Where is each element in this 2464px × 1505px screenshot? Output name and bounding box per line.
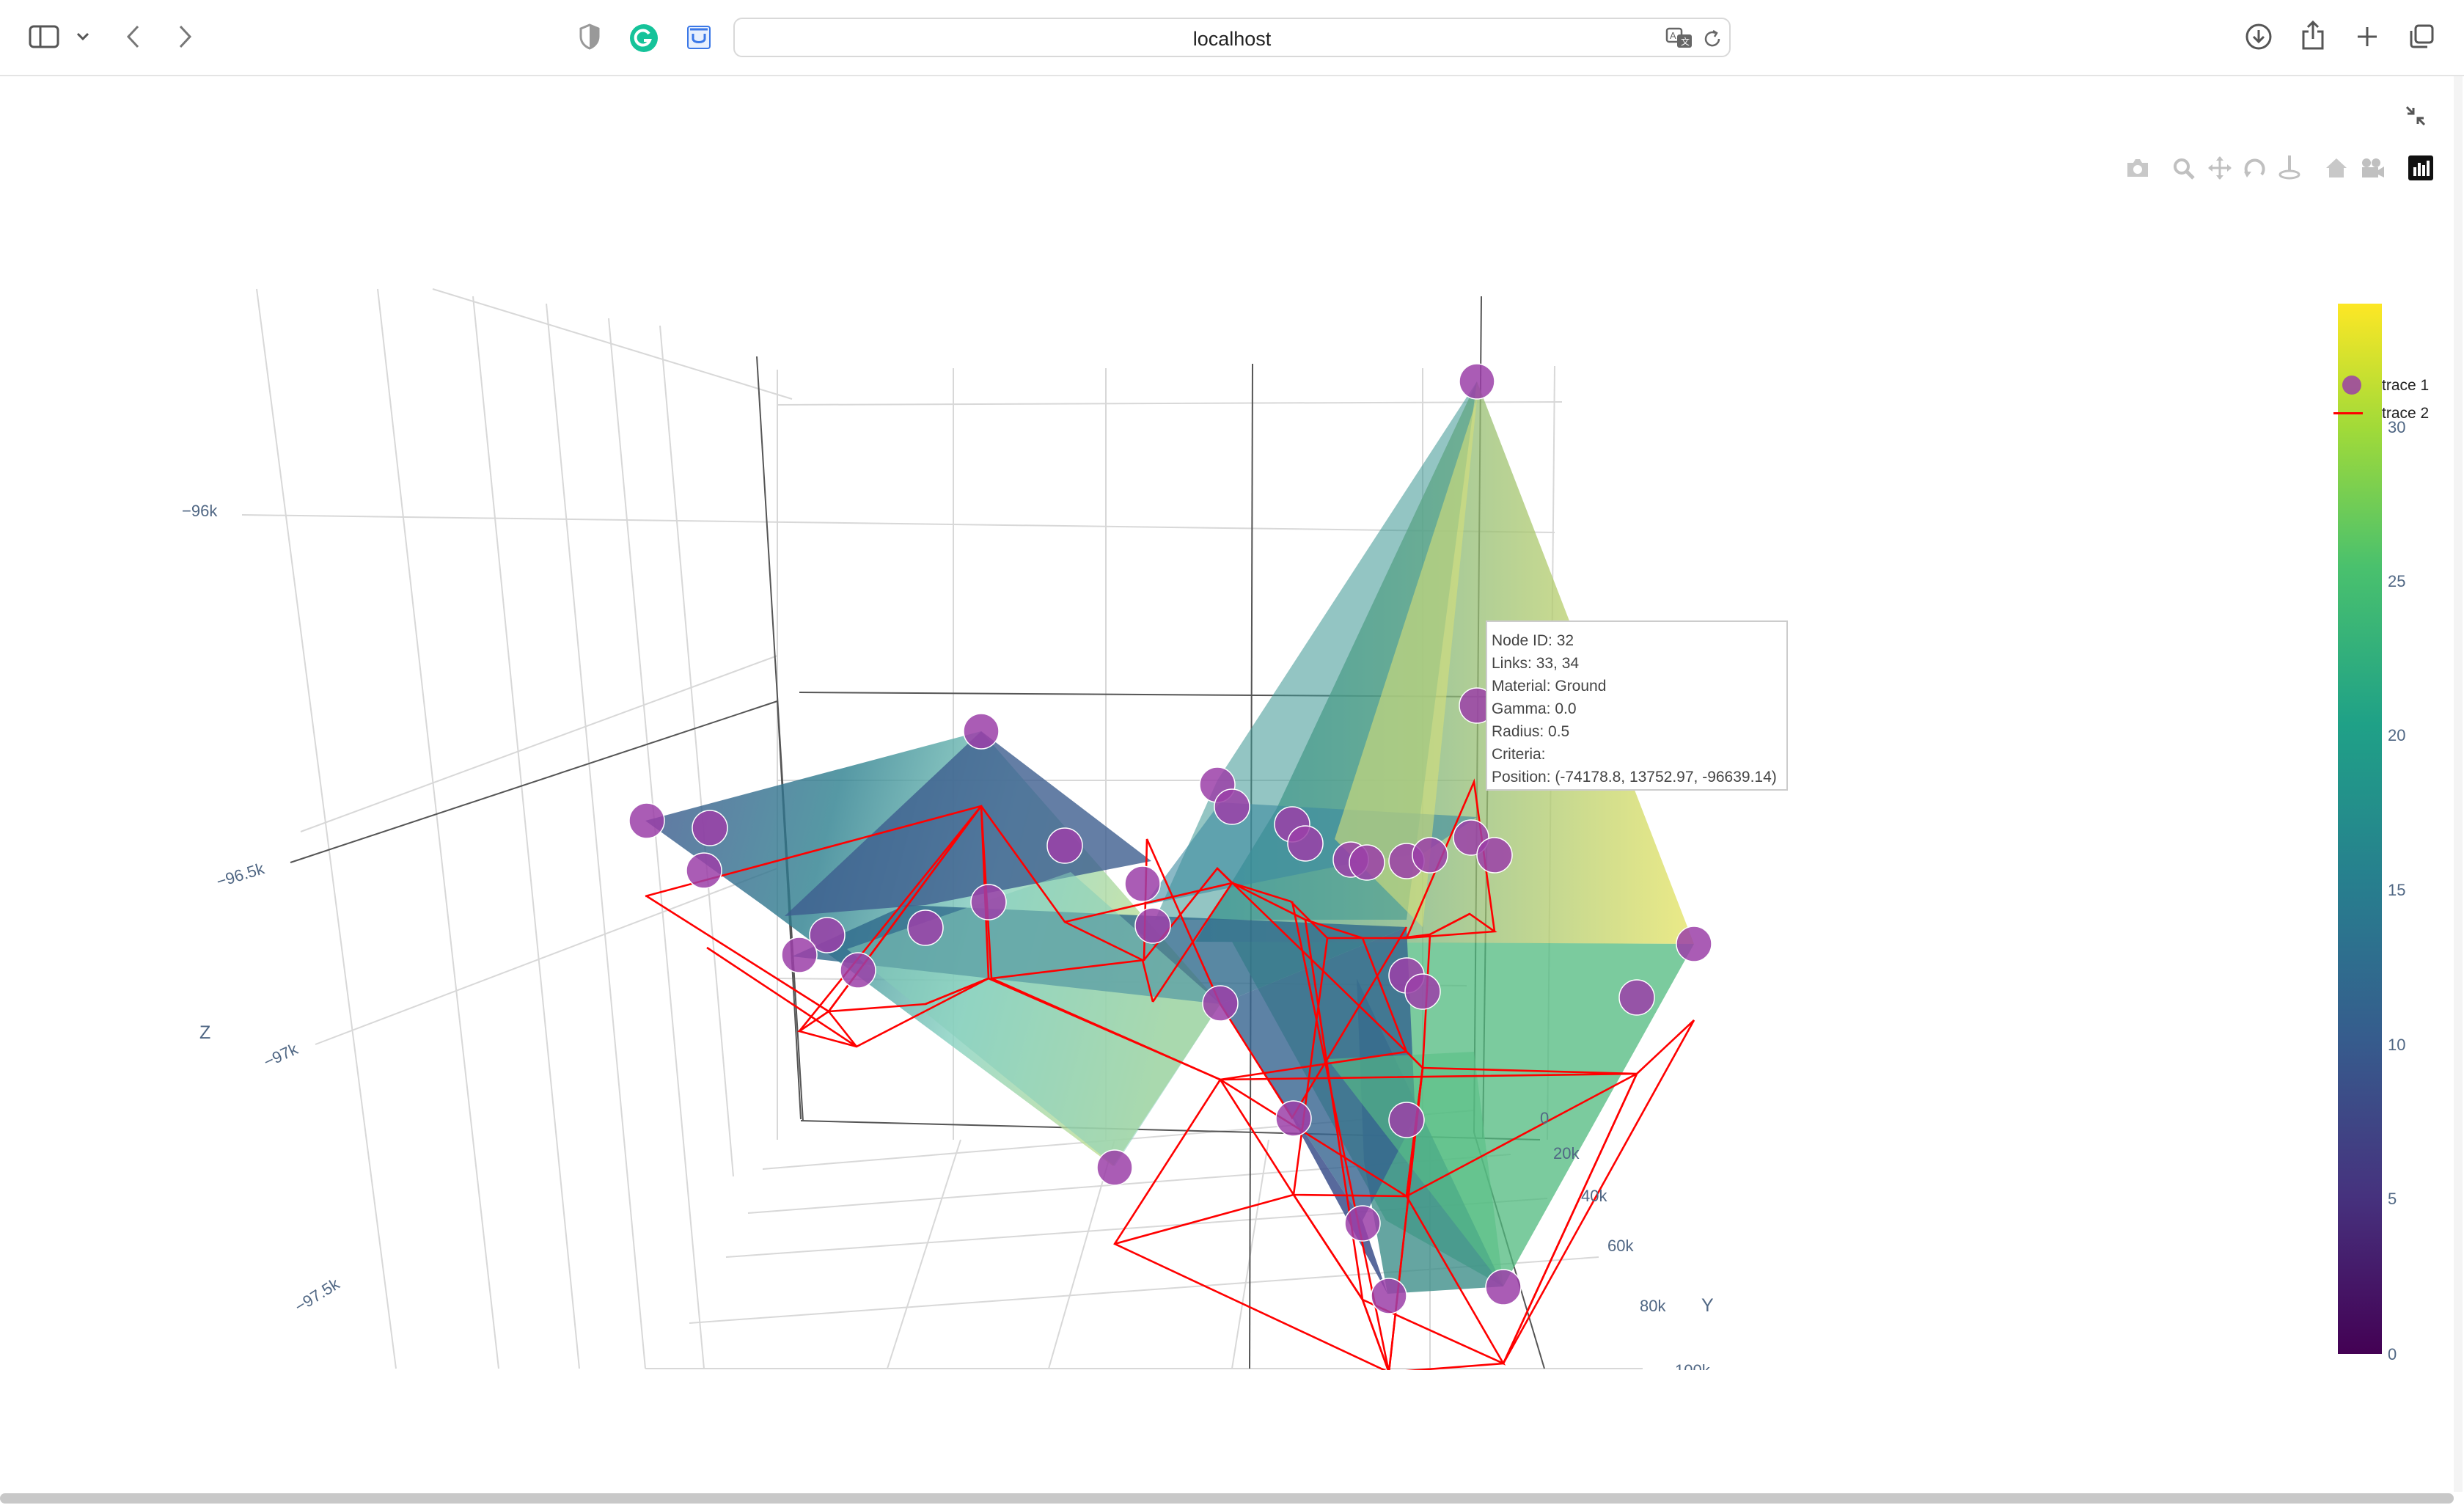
legend-marker-node <box>2342 376 2361 395</box>
sidebar-icon[interactable] <box>28 23 60 50</box>
pan-icon[interactable] <box>2207 155 2234 182</box>
zoom-icon[interactable] <box>2172 157 2199 182</box>
colorbar-tick-0: 0 <box>2388 1345 2397 1363</box>
z-tick-1: −96.5k <box>214 859 267 891</box>
vertical-scrollbar[interactable] <box>2454 76 2463 1492</box>
y-tick-3: 60k <box>1607 1237 1634 1255</box>
colorbar-tick-3: 15 <box>2388 881 2405 899</box>
forward-icon[interactable] <box>173 22 198 51</box>
hover-tooltip: Node ID: 32 Links: 33, 34 Material: Grou… <box>1486 620 1788 791</box>
download-icon[interactable] <box>2243 21 2275 53</box>
tooltip-criteria: Criteria: <box>1492 746 1546 763</box>
colorbar-tick-1: 5 <box>2388 1190 2397 1208</box>
z-tick-0: −96k <box>182 502 218 520</box>
y-axis-label: Y <box>1701 1295 1714 1316</box>
svg-text:A: A <box>1670 30 1676 41</box>
plot-area[interactable]: −96k −96.5k −97k −97.5k Z 0 20k 40k 60k … <box>0 76 2464 1496</box>
y-tick-2: 40k <box>1581 1187 1607 1205</box>
orbit-icon[interactable] <box>2243 155 2269 182</box>
svg-text:文: 文 <box>1681 36 1690 47</box>
tooltip-radius: Radius: 0.5 <box>1492 723 1570 740</box>
share-icon[interactable] <box>2297 18 2329 53</box>
tabs-overview-icon[interactable] <box>2405 21 2438 53</box>
home-icon[interactable] <box>2325 157 2351 182</box>
legend-marker-line <box>2333 412 2363 414</box>
tooltip-node-id: Node ID: 32 <box>1492 632 1574 649</box>
colorbar: 0 5 10 15 20 25 30 <box>2338 304 2405 1363</box>
tooltip-links: Links: 33, 34 <box>1492 655 1580 672</box>
turntable-icon[interactable] <box>2278 154 2304 182</box>
legend-label: trace 2 <box>2382 405 2430 422</box>
shield-icon[interactable] <box>576 22 603 51</box>
camera-icon[interactable] <box>2125 157 2152 182</box>
chevron-down-icon[interactable] <box>72 28 94 45</box>
back-icon[interactable] <box>120 22 145 51</box>
y-tick-4: 80k <box>1640 1297 1666 1315</box>
grammarly-icon[interactable] <box>628 22 660 54</box>
z-axis-label: Z <box>199 1022 210 1043</box>
exit-fullscreen-icon[interactable] <box>2404 104 2430 131</box>
reset-camera-icon[interactable] <box>2360 157 2386 182</box>
colorbar-tick-4: 20 <box>2388 726 2405 744</box>
plotly-logo-icon[interactable] <box>2408 155 2435 182</box>
scene-3d[interactable]: −96k −96.5k −97k −97.5k Z 0 20k 40k 60k … <box>0 76 2464 1496</box>
reload-icon[interactable] <box>1700 26 1725 51</box>
tooltip-material: Material: Ground <box>1492 678 1607 695</box>
tooltip-position: Position: (-74178.8, 13752.97, -96639.14… <box>1492 769 1777 786</box>
legend-label: trace 1 <box>2382 377 2430 394</box>
colorbar-tick-6: 30 <box>2388 418 2405 436</box>
url-text: localhost <box>1192 28 1272 50</box>
z-tick-2: −97k <box>261 1039 301 1072</box>
trace-1-nodes[interactable] <box>628 363 1712 1314</box>
y-tick-0: 0 <box>1540 1109 1549 1127</box>
z-tick-3: −97.5k <box>291 1274 343 1316</box>
colorbar-tick-5: 25 <box>2388 572 2405 590</box>
new-tab-icon[interactable] <box>2351 21 2383 53</box>
y-tick-1: 20k <box>1553 1144 1580 1162</box>
extension-icon[interactable] <box>683 22 714 53</box>
tooltip-gamma: Gamma: 0.0 <box>1492 700 1577 717</box>
horizontal-scrollbar[interactable] <box>0 1493 2454 1504</box>
colorbar-tick-2: 10 <box>2388 1036 2405 1054</box>
